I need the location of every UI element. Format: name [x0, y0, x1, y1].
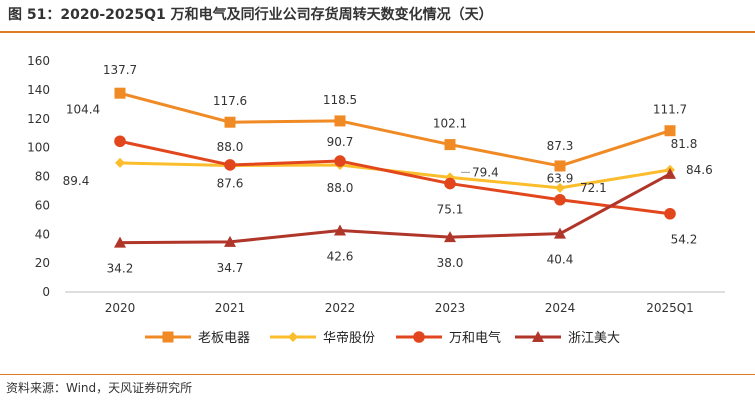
y-tick-label: 140 [27, 83, 50, 97]
data-label: 111.7 [653, 103, 687, 117]
data-label: 104.4 [66, 102, 100, 116]
legend-marker [413, 331, 425, 343]
data-point-0-3 [444, 139, 456, 151]
y-tick-label: 80 [35, 170, 50, 184]
series-line-0 [119, 91, 671, 168]
x-tick-label: 2020 [105, 301, 136, 315]
data-label: 118.5 [323, 93, 357, 107]
data-point-3-3 [444, 231, 456, 243]
legend-label: 万和电气 [449, 330, 501, 346]
y-tick-label: 60 [35, 198, 50, 212]
data-point-0-0 [114, 87, 126, 99]
data-point-2-0 [114, 135, 126, 148]
y-tick-label: 0 [42, 285, 50, 299]
data-label: 117.6 [213, 94, 247, 108]
legend-label: 浙江美大 [568, 331, 620, 346]
data-label: 88.0 [327, 181, 354, 195]
x-tick-label: 2025Q1 [646, 301, 694, 315]
data-point-3-1 [224, 235, 236, 247]
title-divider [0, 31, 755, 33]
y-tick-label: 20 [35, 256, 50, 270]
y-tick-label: 120 [27, 112, 50, 126]
data-point-2-4 [554, 193, 566, 206]
data-label: 87.6 [217, 177, 244, 191]
data-label: 42.6 [327, 249, 354, 263]
data-label: 38.0 [437, 256, 464, 270]
y-tick-label: 100 [27, 141, 50, 155]
data-point-2-3 [444, 177, 456, 190]
data-point-1-4 [555, 182, 565, 193]
footer-divider [0, 374, 755, 375]
data-point-2-2 [334, 155, 346, 167]
data-point-0-5 [664, 125, 676, 137]
data-point-0-1 [224, 116, 236, 128]
data-label: 81.8 [671, 137, 698, 151]
y-tick-label: 160 [27, 54, 50, 68]
legend-label: 华帝股份 [323, 330, 375, 346]
data-point-3-4 [554, 227, 566, 239]
data-label: 87.3 [547, 139, 574, 153]
data-label: 34.2 [107, 262, 134, 276]
data-label: 137.7 [103, 63, 137, 77]
legend-marker [288, 332, 298, 342]
data-label: 75.1 [437, 203, 464, 217]
y-tick-label: 40 [35, 227, 50, 241]
data-label: 90.7 [327, 135, 354, 149]
data-label: 89.4 [63, 174, 90, 188]
data-point-1-0 [115, 157, 125, 168]
data-label: 34.7 [217, 261, 244, 275]
data-point-3-2 [334, 224, 346, 236]
x-tick-label: 2023 [435, 301, 466, 315]
data-point-2-1 [224, 159, 236, 171]
data-label: 40.4 [547, 253, 574, 267]
data-label: 54.2 [671, 233, 698, 247]
x-tick-label: 2022 [325, 301, 356, 315]
data-point-2-5 [664, 207, 676, 220]
chart-title: 图 51：2020-2025Q1 万和电气及同行业公司存货周转天数变化情况（天） [8, 7, 493, 23]
legend-marker [532, 331, 544, 342]
line-chart: 0 20 40 60 80 100 120 140 160 2020 2021 2022 2023 202… [27, 54, 725, 346]
data-point-0-4 [554, 160, 566, 172]
data-point-0-2 [334, 115, 346, 127]
data-label: 88.0 [217, 140, 244, 154]
legend-marker [162, 331, 174, 343]
series-line-3 [119, 172, 671, 245]
legend-label: 老板电器 [198, 331, 250, 346]
source-note: 资料来源：Wind，天风证券研究所 [6, 381, 193, 395]
data-label: 72.1 [580, 181, 607, 195]
data-label: 102.1 [433, 117, 467, 131]
series-line-2 [119, 139, 671, 216]
x-tick-label: 2024 [545, 301, 576, 315]
data-point-3-5 [664, 167, 676, 179]
data-label: 79.4 [472, 165, 499, 179]
data-label: 63.9 [547, 172, 574, 186]
x-tick-label: 2021 [215, 301, 246, 315]
data-label: 84.6 [686, 163, 713, 177]
data-point-3-0 [114, 236, 126, 248]
